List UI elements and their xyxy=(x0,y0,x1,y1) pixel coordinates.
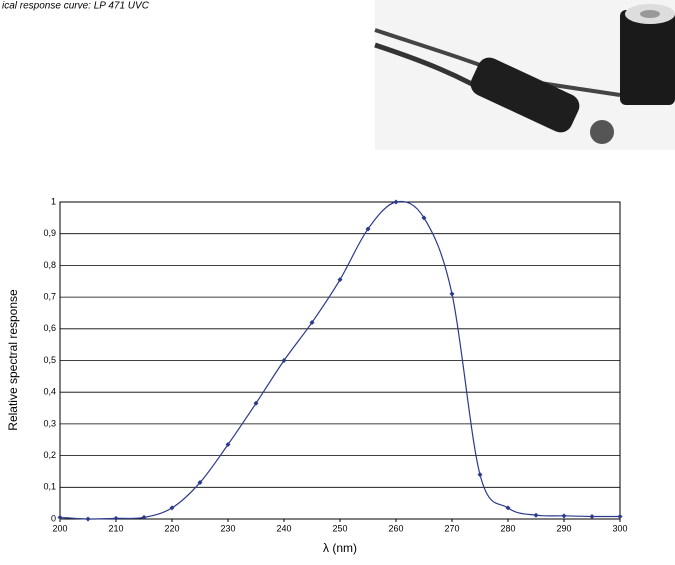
point xyxy=(505,505,511,511)
x-tick-label: 300 xyxy=(612,523,627,533)
caption: ical response curve: LP 471 UVC xyxy=(2,1,150,12)
x-tick-label: 250 xyxy=(332,523,347,533)
x-tick-label: 230 xyxy=(220,523,235,533)
x-tick-label: 200 xyxy=(52,523,67,533)
point xyxy=(365,226,371,232)
point xyxy=(393,199,399,205)
x-tick-label: 290 xyxy=(556,523,571,533)
y-tick-label: 0,7 xyxy=(43,291,56,301)
point xyxy=(253,400,259,406)
point xyxy=(85,516,91,522)
sensor-photo xyxy=(374,0,675,150)
y-tick-label: 0,3 xyxy=(43,418,56,428)
point xyxy=(309,319,315,325)
x-tick-label: 280 xyxy=(500,523,515,533)
point xyxy=(617,513,623,519)
y-tick-label: 0,8 xyxy=(43,260,56,270)
point xyxy=(197,480,203,486)
series-line xyxy=(59,200,621,520)
point xyxy=(533,512,539,518)
y-tick-label: 0,6 xyxy=(43,323,56,333)
point xyxy=(421,215,427,221)
y-tick-label: 0,4 xyxy=(43,387,56,397)
point xyxy=(113,515,119,521)
point xyxy=(57,514,63,520)
point xyxy=(225,442,231,448)
x-tick-label: 260 xyxy=(388,523,403,533)
y-tick-label: 1 xyxy=(51,196,56,206)
y-tick-label: 0,1 xyxy=(43,482,56,492)
y-tick-label: 0,5 xyxy=(43,355,56,365)
point xyxy=(281,358,287,363)
y-tick-label: 0 xyxy=(51,513,56,523)
x-tick-label: 270 xyxy=(444,523,459,533)
point xyxy=(141,514,147,520)
point xyxy=(169,505,175,511)
x-tick-label: 210 xyxy=(108,523,123,533)
point xyxy=(337,277,343,283)
x-tick-label: 220 xyxy=(164,523,179,533)
point xyxy=(449,291,455,297)
x-axis-label: λ (nm) xyxy=(323,541,357,555)
point xyxy=(561,513,567,519)
point xyxy=(589,513,595,519)
x-tick-label: 240 xyxy=(276,523,291,533)
y-tick-label: 0,2 xyxy=(43,450,56,460)
y-axis-label: Relative spectral response xyxy=(6,289,20,431)
point xyxy=(477,472,483,478)
y-tick-label: 0,9 xyxy=(43,228,56,238)
